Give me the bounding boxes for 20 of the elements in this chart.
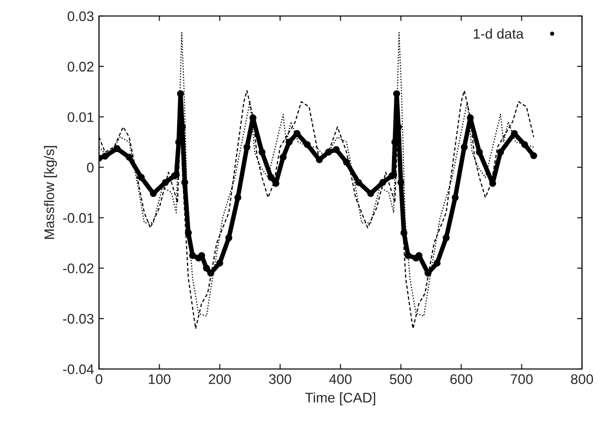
- x-tick-label: 0: [96, 374, 102, 384]
- x-tick-label: 400: [329, 374, 352, 384]
- y-tick-label: 0.03: [68, 11, 94, 22]
- x-tick-label: 100: [148, 374, 170, 384]
- y-tick-label: -0.02: [63, 263, 94, 274]
- y-axis-title: Massflow [kg/s]: [44, 146, 57, 239]
- y-tick-label: -0.03: [63, 314, 94, 324]
- y-tick-label: -0.01: [63, 213, 94, 223]
- y-tick-label: 0.02: [68, 62, 94, 72]
- legend-label: 1-d data: [474, 28, 524, 39]
- y-tick-label: -0.04: [63, 364, 94, 374]
- x-axis-title: Time [CAD]: [305, 392, 376, 406]
- x-tick-label: 600: [450, 374, 472, 384]
- x-tick-label: 800: [571, 374, 594, 384]
- x-tick-label: 200: [208, 374, 231, 384]
- x-tick-label: 500: [390, 374, 412, 384]
- x-tick-label: 300: [269, 374, 292, 384]
- y-tick-label: 0.01: [68, 112, 94, 122]
- x-tick-label: 700: [510, 374, 533, 384]
- y-tick-label: 0: [86, 162, 94, 172]
